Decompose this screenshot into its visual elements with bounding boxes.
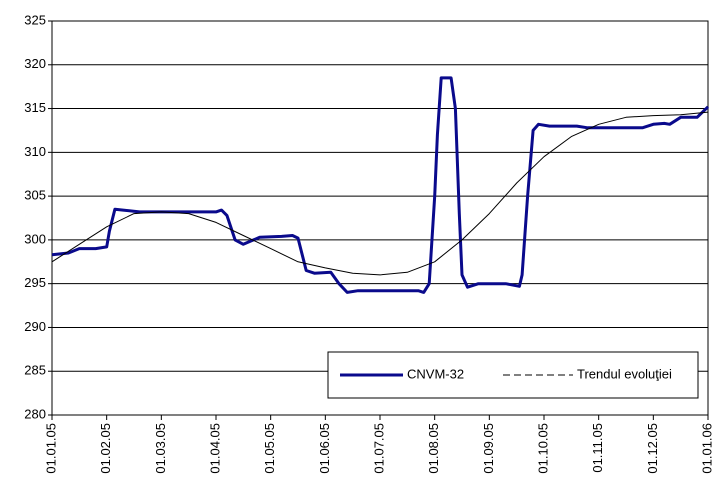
y-tick-label: 285 — [24, 363, 46, 378]
legend-label: Trendul evoluţiei — [577, 366, 672, 381]
x-tick-label: 01.01.06 — [699, 423, 714, 474]
y-tick-label: 295 — [24, 275, 46, 290]
y-tick-label: 310 — [24, 144, 46, 159]
x-tick-label: 01.06.05 — [317, 423, 332, 474]
x-tick-label: 01.12.05 — [645, 423, 660, 474]
plot-area — [51, 20, 709, 416]
x-tick-label: 01.04.05 — [207, 423, 222, 474]
series-line — [51, 76, 710, 294]
x-tick-label: 01.08.05 — [426, 423, 441, 474]
x-tick-label: 01.02.05 — [98, 423, 113, 474]
x-tick-label: 01.07.05 — [371, 423, 386, 474]
x-tick-label: 01.10.05 — [535, 423, 550, 474]
y-tick-label: 315 — [24, 100, 46, 115]
x-tick-label: 01.01.05 — [43, 423, 58, 474]
y-tick-label: 320 — [24, 56, 46, 71]
y-tick-label: 300 — [24, 231, 46, 246]
x-tick-label: 01.05.05 — [262, 423, 277, 474]
y-tick-label: 280 — [24, 406, 46, 421]
x-tick-label: 01.11.05 — [590, 423, 605, 473]
x-tick-label: 01.09.05 — [481, 423, 496, 474]
x-tick-label: 01.03.05 — [153, 423, 168, 474]
y-tick-label: 305 — [24, 188, 46, 203]
series-line — [51, 111, 709, 276]
legend-label: CNVM-32 — [407, 366, 464, 381]
y-tick-label: 290 — [24, 319, 46, 334]
y-tick-label: 325 — [24, 12, 46, 27]
